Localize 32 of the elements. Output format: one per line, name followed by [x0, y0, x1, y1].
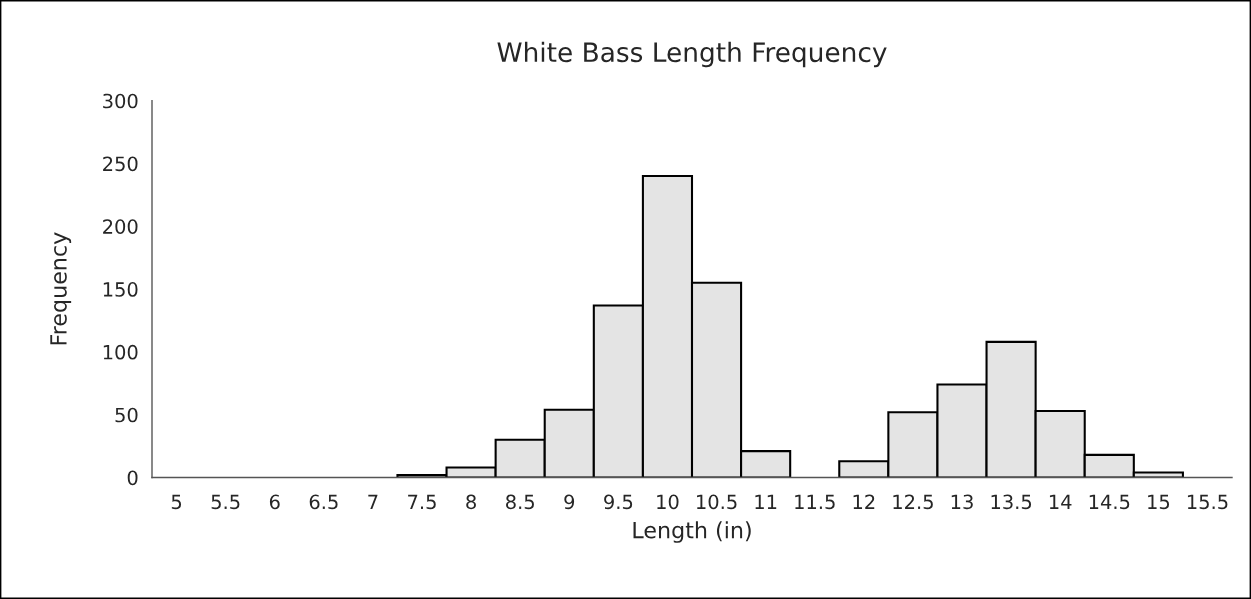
x-tick-label: 5.5: [211, 494, 240, 510]
x-tick-label: 7.5: [408, 494, 436, 510]
x-tick-label: 6.5: [309, 494, 338, 510]
x-tick-label: 13.5: [991, 494, 1032, 510]
y-tick-label: 150: [103, 282, 138, 297]
x-tick-label: 14: [1049, 494, 1072, 509]
x-tick-label: 9.5: [604, 494, 633, 510]
x-tick-label: 11: [755, 494, 777, 509]
y-tick-label: 50: [115, 407, 138, 423]
y-tick-label: 200: [103, 219, 138, 234]
y-tick-label: 100: [103, 344, 138, 360]
x-tick-label: 15.5: [1187, 494, 1228, 510]
y-tick-label: 250: [103, 156, 138, 172]
x-axis-title: Length (in): [633, 521, 751, 543]
x-tick-label: 8: [466, 494, 476, 510]
x-tick-label: 11.5: [795, 494, 835, 510]
x-tick-label: 12.5: [893, 494, 933, 510]
y-tick-label: 0: [127, 470, 138, 486]
x-tick-label: 14.5: [1089, 494, 1130, 510]
x-tick-label: 8.5: [506, 494, 534, 510]
x-tick-label: 10.5: [697, 494, 737, 510]
x-tick-label: 5: [171, 494, 182, 510]
y-axis-title: Frequency: [50, 232, 72, 345]
x-tick-label: 9: [564, 494, 575, 510]
x-tick-label: 13: [951, 494, 973, 510]
y-tick-label: 300: [103, 93, 138, 109]
chart-title: White Bass Length Frequency: [497, 41, 887, 68]
x-tick-label: 6: [269, 494, 280, 510]
x-tick-label: 12: [853, 494, 875, 509]
x-tick-label: 10: [657, 494, 679, 510]
x-tick-label: 15: [1148, 494, 1170, 510]
x-tick-label: 7: [368, 494, 378, 509]
